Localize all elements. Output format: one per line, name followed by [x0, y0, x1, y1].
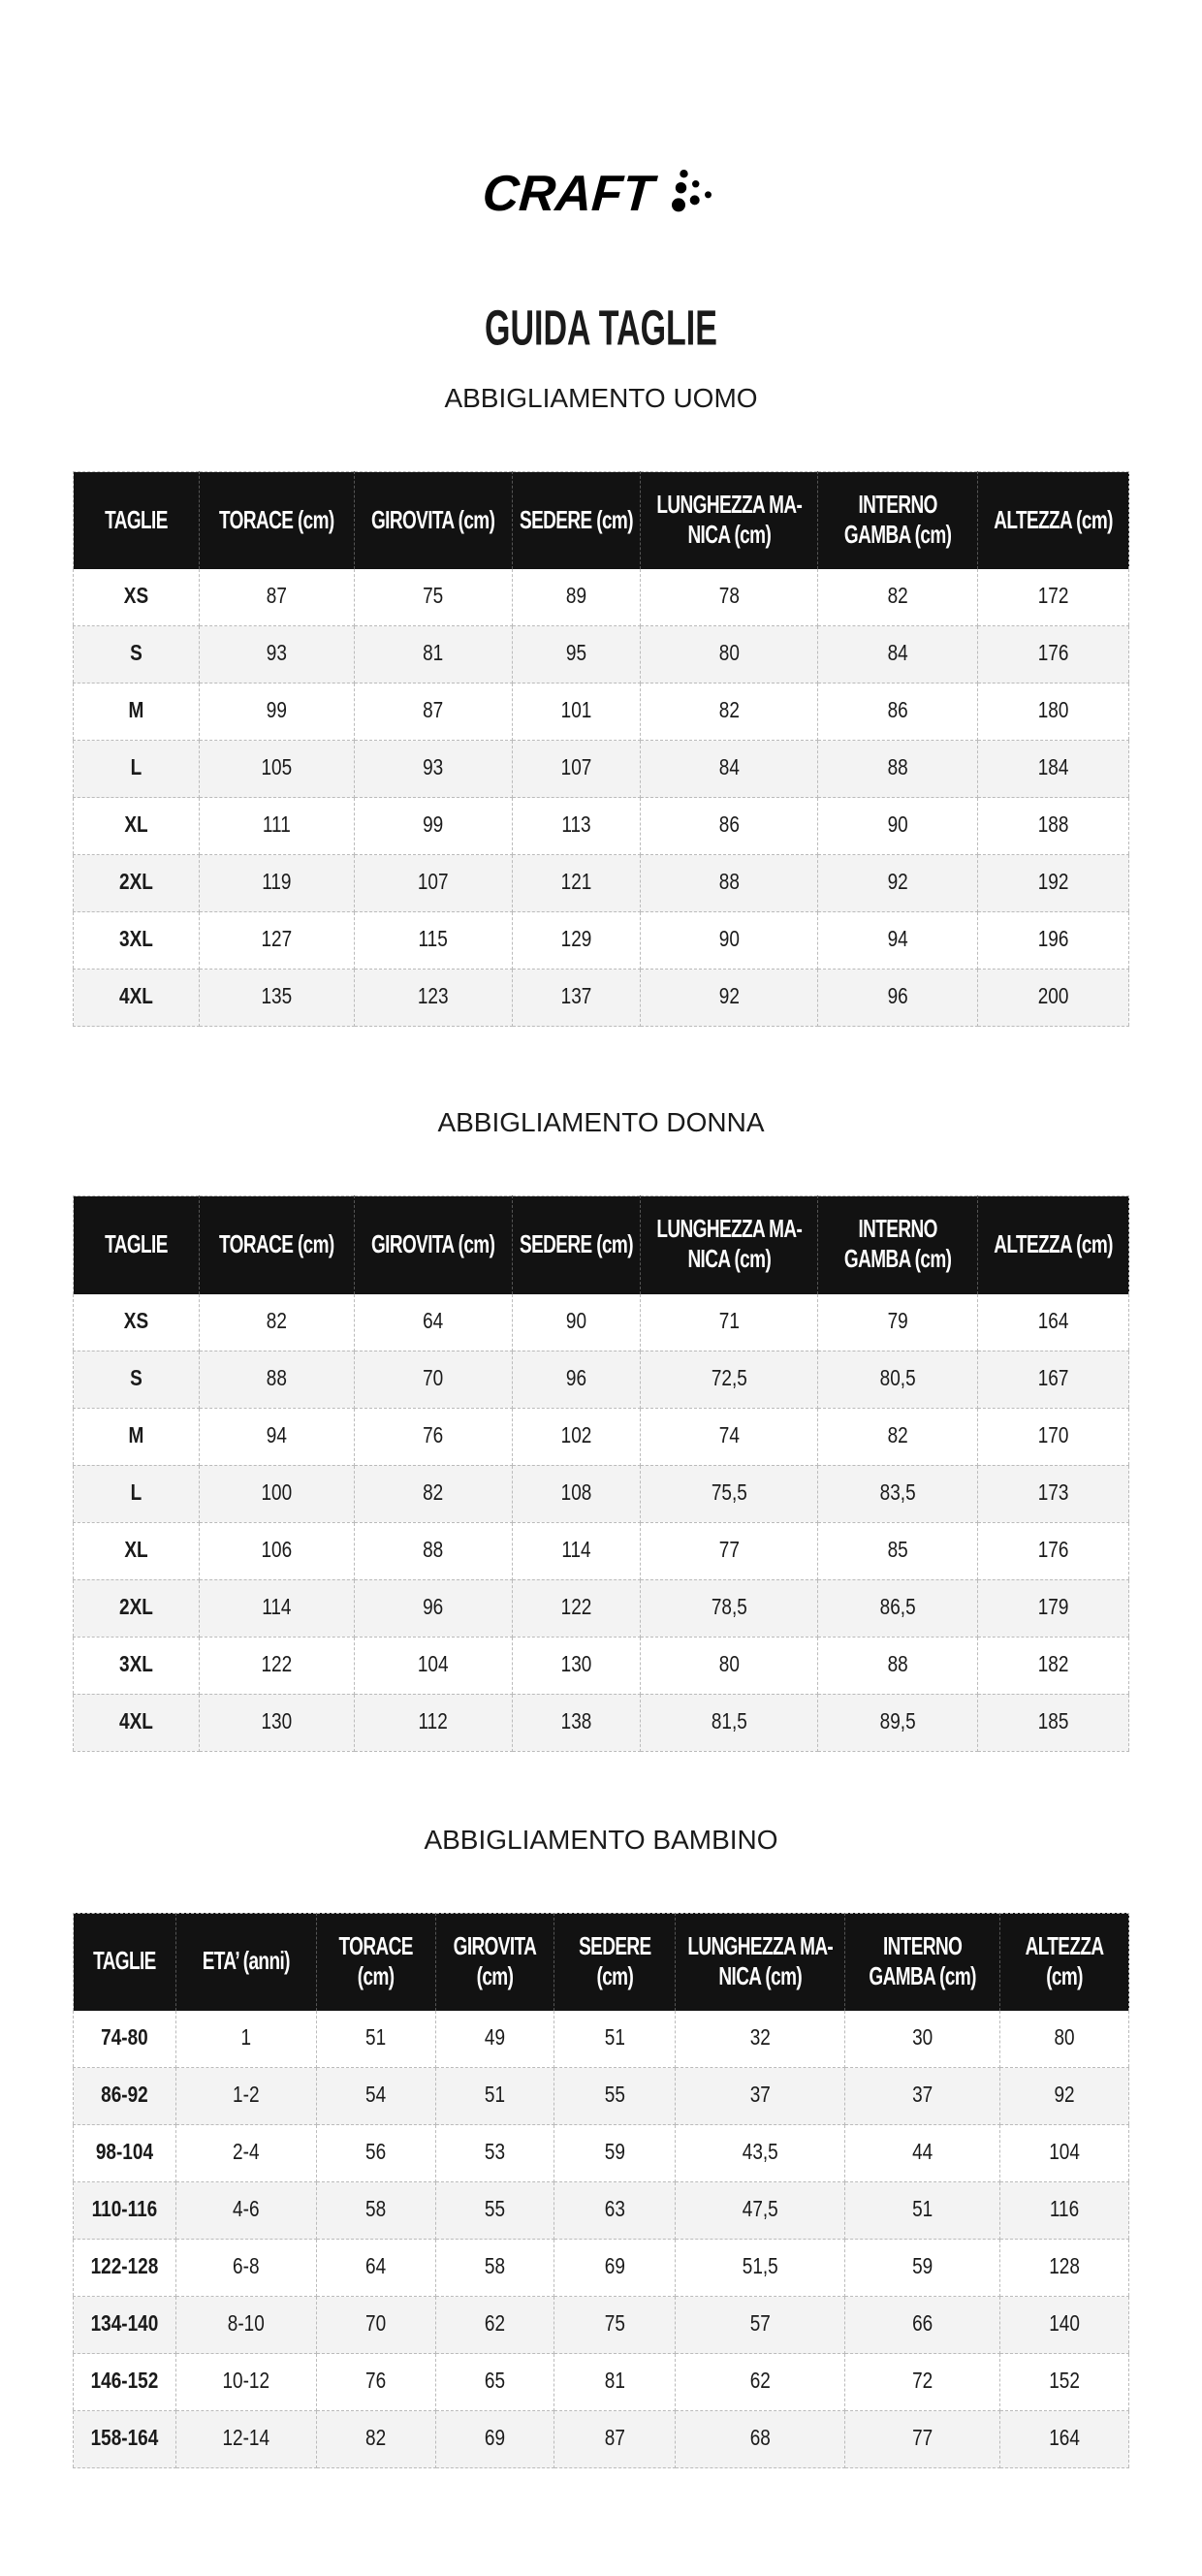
svg-text:CRAFT: CRAFT — [485, 166, 659, 222]
